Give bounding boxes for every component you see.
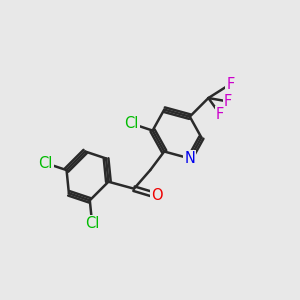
Text: F: F (216, 107, 224, 122)
Text: F: F (224, 94, 232, 109)
Text: N: N (184, 151, 195, 166)
Text: Cl: Cl (38, 156, 53, 171)
Text: F: F (226, 76, 235, 92)
Text: O: O (152, 188, 163, 203)
Text: Cl: Cl (85, 216, 99, 231)
Text: Cl: Cl (124, 116, 139, 131)
